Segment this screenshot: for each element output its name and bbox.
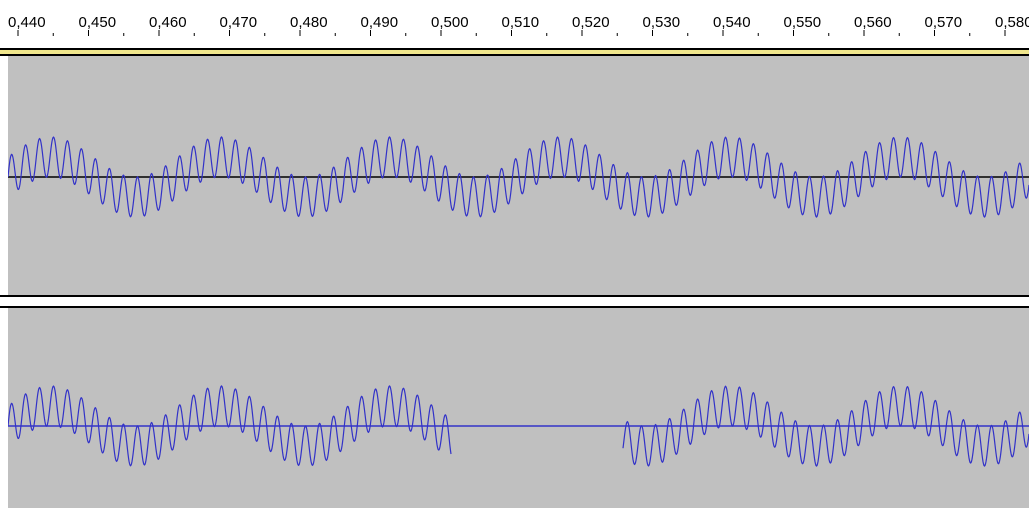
ruler-label: 0,490 bbox=[360, 14, 399, 31]
ruler-ticks bbox=[17, 30, 1006, 36]
waveform-channel-1[interactable] bbox=[8, 56, 1029, 295]
waveform-path bbox=[622, 385, 1029, 467]
ruler-label: 0,450 bbox=[78, 14, 117, 31]
track-left-edge bbox=[0, 56, 8, 508]
audio-track-channel-2[interactable] bbox=[8, 308, 1029, 508]
waveform-path bbox=[8, 136, 1029, 218]
timeline-ruler[interactable]: 0,440 0,450 0,460 0,470 0,480 0,490 0,500 0,510… bbox=[0, 0, 1029, 48]
ruler-label: 0,560 bbox=[854, 14, 892, 31]
ruler-divider bbox=[0, 54, 1029, 56]
audio-track-channel-1[interactable] bbox=[8, 56, 1029, 295]
ruler-label: 0,520 bbox=[572, 14, 610, 31]
ruler-label: 0,510 bbox=[501, 14, 540, 31]
ruler-label: 0,470 bbox=[219, 14, 258, 31]
ruler-label: 0,550 bbox=[783, 14, 822, 31]
waveform-path bbox=[8, 385, 452, 467]
selection-strip bbox=[0, 50, 1029, 54]
ruler-label: 0,580 bbox=[995, 14, 1029, 31]
track-separator bbox=[0, 295, 1029, 308]
ruler-label: 0,570 bbox=[924, 14, 963, 31]
ruler-divider bbox=[0, 48, 1029, 50]
ruler-label: 0,480 bbox=[290, 14, 328, 31]
ruler-label: 0,530 bbox=[642, 14, 681, 31]
waveform-channel-2[interactable] bbox=[8, 308, 1029, 508]
ruler-label: 0,440 bbox=[8, 14, 46, 31]
ruler-label: 0,500 bbox=[431, 14, 469, 31]
ruler-label: 0,460 bbox=[149, 14, 187, 31]
ruler-label: 0,540 bbox=[713, 14, 751, 31]
